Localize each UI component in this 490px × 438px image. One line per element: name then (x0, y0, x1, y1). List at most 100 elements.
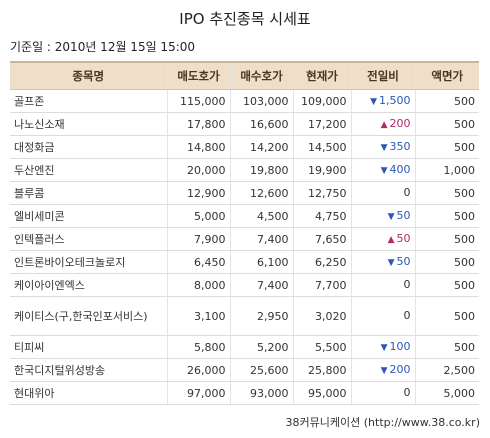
bid-price-cell: 93,000 (229, 381, 293, 405)
current-price-cell: 12,750 (292, 181, 351, 205)
ask-price-cell: 17,800 (166, 112, 230, 136)
ask-price-cell: 115,000 (166, 89, 230, 113)
current-price-cell: 19,900 (292, 158, 351, 182)
ask-price-cell: 26,000 (166, 358, 230, 382)
current-price-cell: 17,200 (292, 112, 351, 136)
bid-price-cell: 2,950 (229, 296, 293, 336)
bid-price-cell: 6,100 (229, 250, 293, 274)
column-header-name: 종목명 (10, 61, 167, 90)
change-cell: ▼ 50 (350, 204, 415, 228)
price-table: 종목명 매도호가 매수호가 현재가 전일비 액면가 골프존 115,000 103,… (10, 61, 479, 405)
ask-price-cell: 5,000 (166, 204, 230, 228)
current-price-cell: 7,700 (292, 273, 351, 297)
ask-price-cell: 20,000 (166, 158, 230, 182)
current-price-cell: 5,500 (292, 335, 351, 359)
stock-name-cell: 인텍플러스 (10, 227, 167, 251)
bid-price-cell: 4,500 (229, 204, 293, 228)
bid-price-cell: 14,200 (229, 135, 293, 159)
change-value: 0 (403, 185, 411, 199)
down-arrow-icon: ▼ (370, 96, 377, 107)
change-cell: 0 (350, 381, 415, 405)
change-value: 50 (396, 208, 411, 222)
change-cell: ▼ 100 (350, 335, 415, 359)
current-price-cell: 25,800 (292, 358, 351, 382)
down-arrow-icon: ▼ (387, 211, 395, 222)
par-value-cell: 500 (414, 250, 479, 274)
table-row: 골프존 115,000 103,000 109,000 ▼ 1,500 500 (10, 89, 479, 113)
change-cell: ▼ 400 (350, 158, 415, 182)
current-price-cell: 95,000 (292, 381, 351, 405)
stock-name-cell: 블루콤 (10, 181, 167, 205)
bid-price-cell: 103,000 (229, 89, 293, 113)
change-value: 350 (389, 139, 411, 153)
ask-price-cell: 6,450 (166, 250, 230, 274)
table-row: 인트론바이오테크놀로지 6,450 6,100 6,250 ▼ 50 500 (10, 250, 479, 274)
change-cell: 0 (350, 273, 415, 297)
current-price-cell: 4,750 (292, 204, 351, 228)
table-body: 골프존 115,000 103,000 109,000 ▼ 1,500 500 나노신소재 17… (10, 89, 479, 405)
down-arrow-icon: ▼ (380, 342, 388, 353)
bid-price-cell: 16,600 (229, 112, 293, 136)
change-cell: ▼ 1,500 (350, 89, 415, 113)
par-value-cell: 500 (414, 335, 479, 359)
ask-price-cell: 12,900 (166, 181, 230, 205)
table-header-row: 종목명 매도호가 매수호가 현재가 전일비 액면가 (10, 61, 479, 90)
base-date: 기준일 : 2010년 12월 15일 15:00 (10, 40, 196, 54)
down-arrow-icon: ▼ (380, 365, 388, 376)
change-cell: 0 (350, 181, 415, 205)
stock-name-cell: 대정화금 (10, 135, 167, 159)
table-row: 케이아이엔엑스 8,000 7,400 7,700 0 500 (10, 273, 479, 297)
table-row: 대정화금 14,800 14,200 14,500 ▼ 350 500 (10, 135, 479, 159)
table-row: 나노신소재 17,800 16,600 17,200 ▲ 200 500 (10, 112, 479, 136)
change-value: 200 (389, 362, 411, 376)
stock-name-cell: 케이티스(구,한국인포서비스) (10, 296, 167, 336)
ask-price-cell: 8,000 (166, 273, 230, 297)
par-value-cell: 500 (414, 181, 479, 205)
stock-name-cell: 티피씨 (10, 335, 167, 359)
stock-name-cell: 한국디지털위성방송 (10, 358, 167, 382)
change-cell: ▼ 200 (350, 358, 415, 382)
change-value: 50 (396, 231, 411, 245)
change-cell: ▲ 200 (350, 112, 415, 136)
column-header-ask: 매도호가 (166, 61, 230, 90)
current-price-cell: 109,000 (292, 89, 351, 113)
stock-name-cell: 현대위아 (10, 381, 167, 405)
change-value: 100 (389, 339, 411, 353)
bid-price-cell: 5,200 (229, 335, 293, 359)
change-value: 0 (403, 385, 411, 399)
table-row: 인텍플러스 7,900 7,400 7,650 ▲ 50 500 (10, 227, 479, 251)
par-value-cell: 500 (414, 112, 479, 136)
change-cell: ▲ 50 (350, 227, 415, 251)
change-value: 0 (403, 277, 411, 291)
ask-price-cell: 14,800 (166, 135, 230, 159)
ask-price-cell: 7,900 (166, 227, 230, 251)
current-price-cell: 6,250 (292, 250, 351, 274)
ask-price-cell: 5,800 (166, 335, 230, 359)
change-value: 0 (403, 308, 411, 322)
table-row: 엘비세미콘 5,000 4,500 4,750 ▼ 50 500 (10, 204, 479, 228)
page-title: IPO 추진종목 시세표 (179, 10, 311, 28)
table-row: 블루콤 12,900 12,600 12,750 0 500 (10, 181, 479, 205)
change-cell: 0 (350, 296, 415, 336)
stock-name-cell: 두산엔진 (10, 158, 167, 182)
change-value: 200 (389, 116, 411, 130)
table-row: 현대위아 97,000 93,000 95,000 0 5,000 (10, 381, 479, 405)
par-value-cell: 500 (414, 273, 479, 297)
stock-name-cell: 나노신소재 (10, 112, 167, 136)
source-credit: 38커뮤니케이션 (http://www.38.co.kr) (285, 416, 480, 429)
stock-name-cell: 골프존 (10, 89, 167, 113)
par-value-cell: 5,000 (414, 381, 479, 405)
change-cell: ▼ 50 (350, 250, 415, 274)
down-arrow-icon: ▼ (380, 165, 388, 176)
change-value: 50 (396, 254, 411, 268)
par-value-cell: 500 (414, 296, 479, 336)
bid-price-cell: 25,600 (229, 358, 293, 382)
table-row: 케이티스(구,한국인포서비스) 3,100 2,950 3,020 0 500 (10, 296, 479, 336)
table-row: 티피씨 5,800 5,200 5,500 ▼ 100 500 (10, 335, 479, 359)
change-value: 1,500 (379, 93, 411, 107)
par-value-cell: 1,000 (414, 158, 479, 182)
up-arrow-icon: ▲ (387, 234, 395, 245)
bid-price-cell: 12,600 (229, 181, 293, 205)
column-header-price: 현재가 (292, 61, 351, 90)
current-price-cell: 7,650 (292, 227, 351, 251)
